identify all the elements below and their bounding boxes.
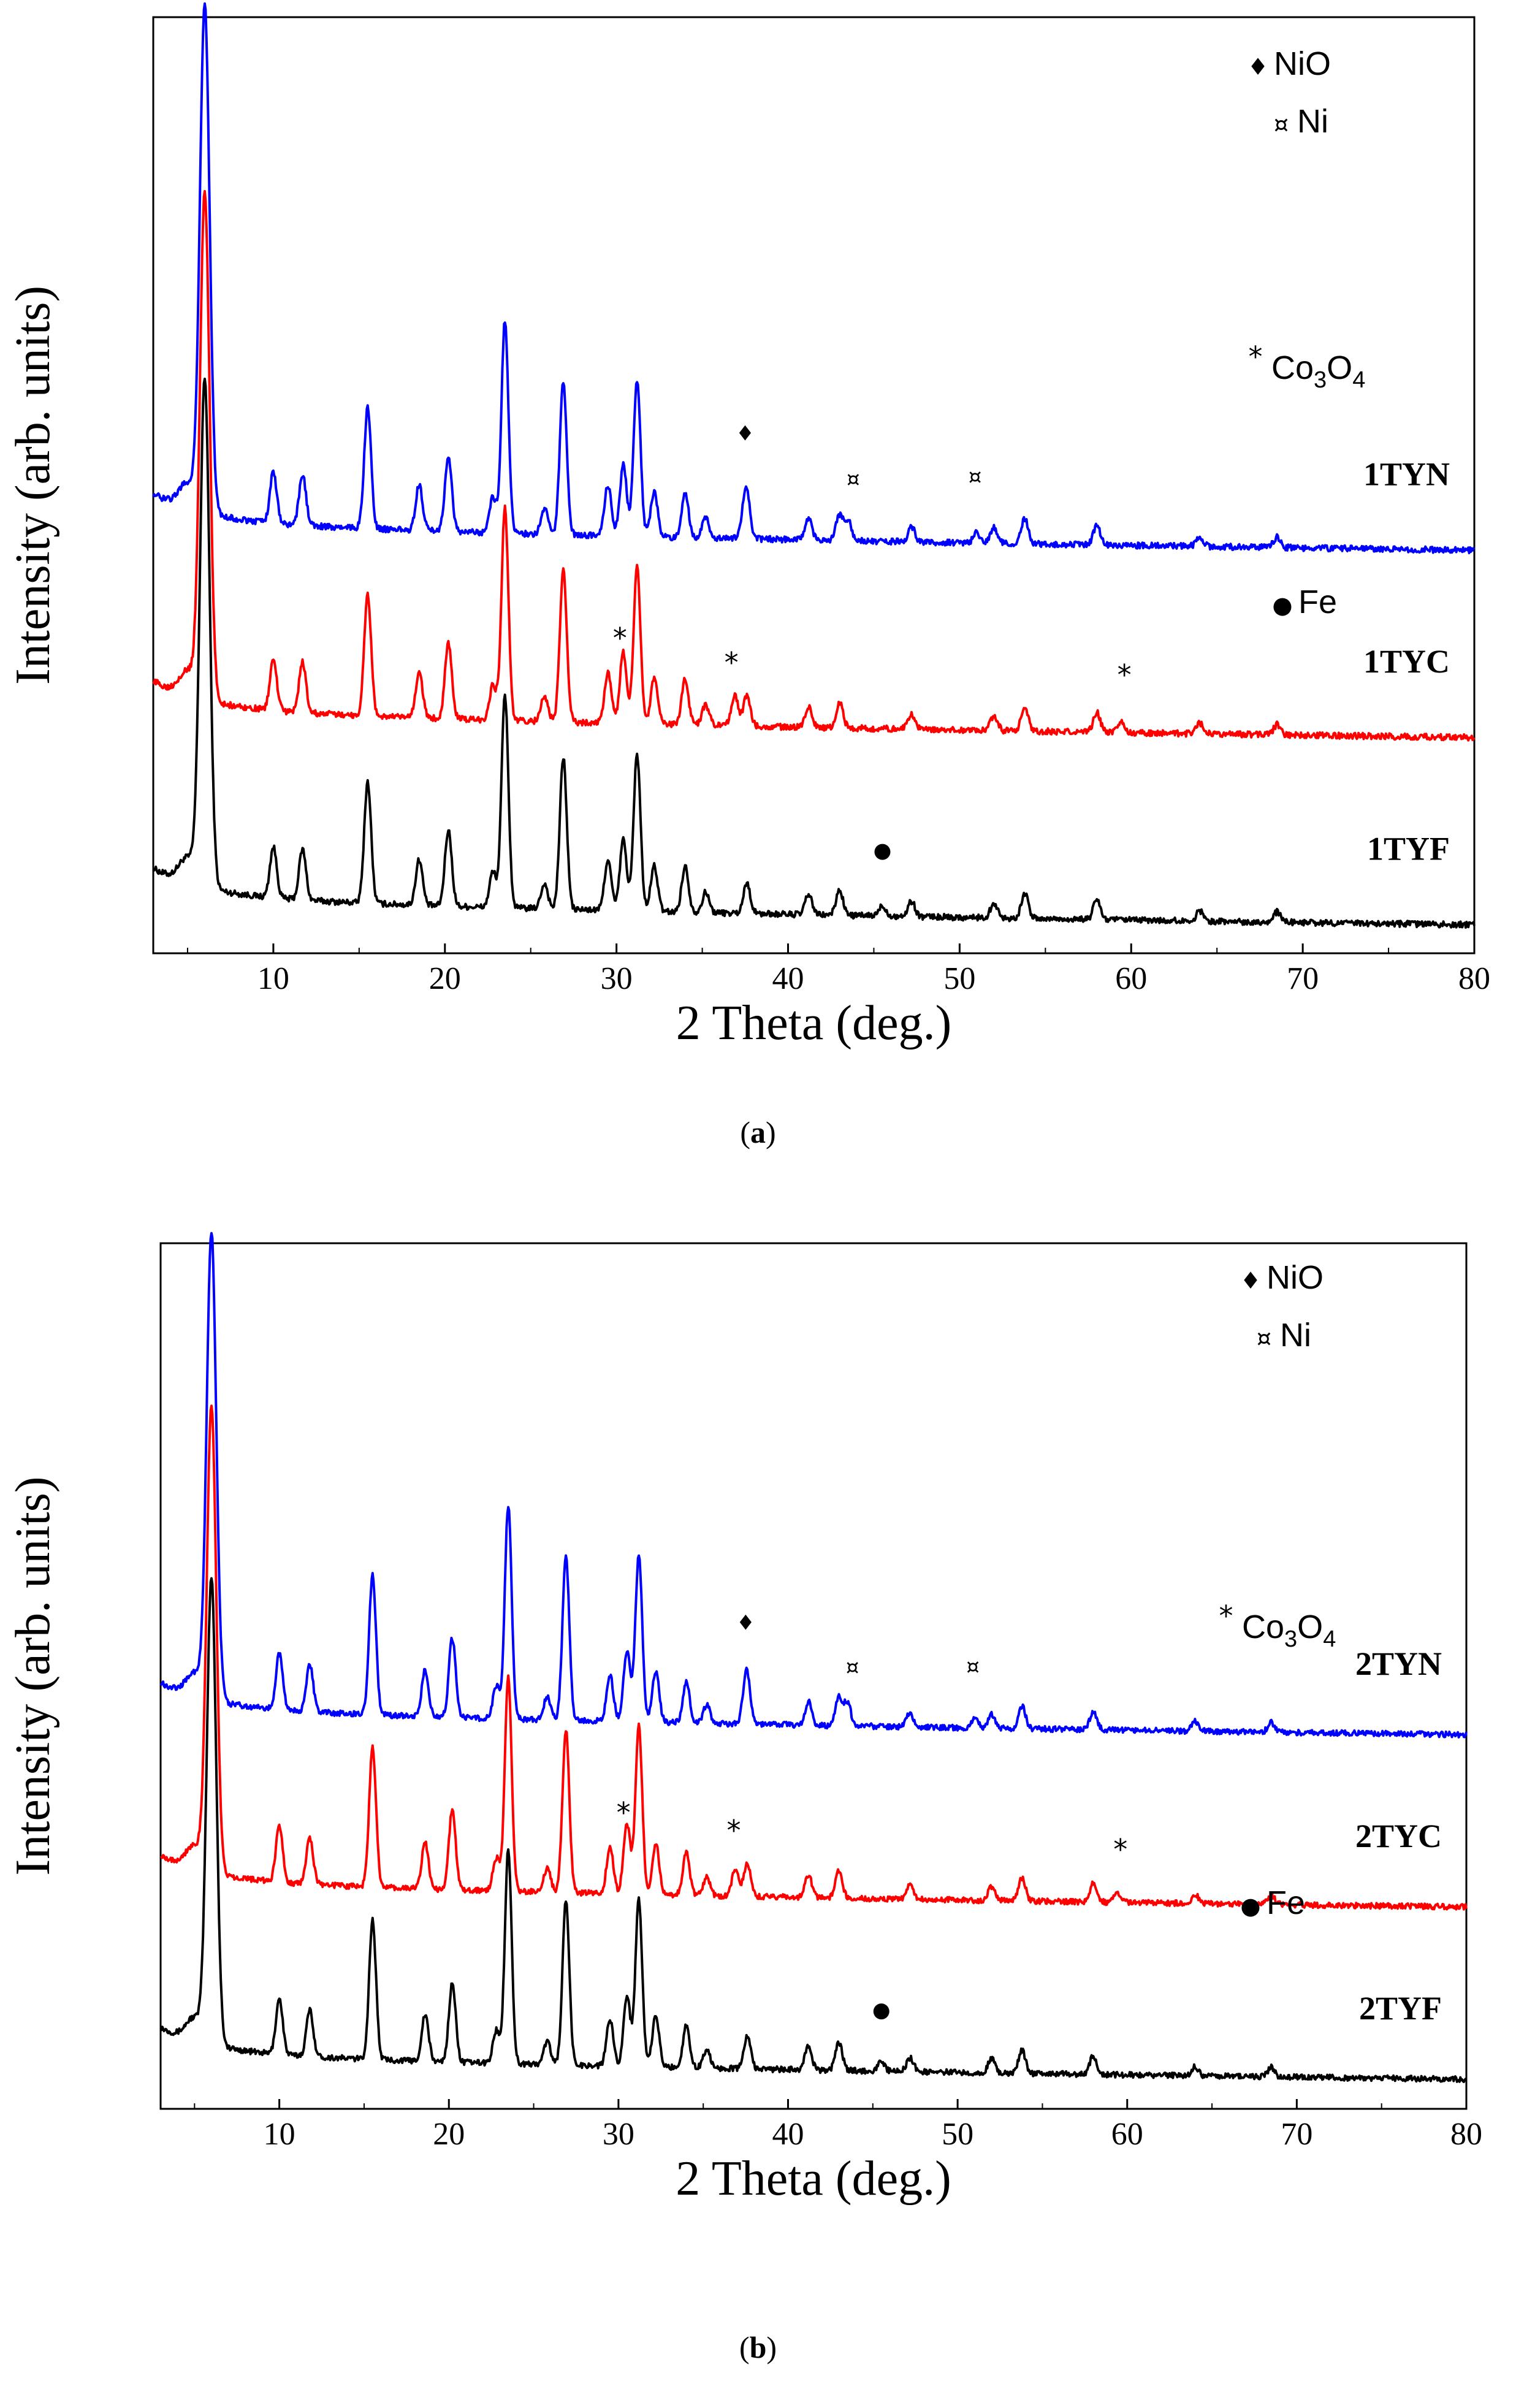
c1-legend-label: Ni [1280, 1317, 1311, 1354]
c0-peak-marker: * [725, 646, 739, 679]
c0-peak-marker: ¤ [847, 467, 860, 492]
c1-legend-fe: ● Fe [1240, 1884, 1305, 1921]
c0-peak-marker: ♦ [736, 422, 754, 446]
c1-x-tick-label: 80 [1450, 2117, 1482, 2152]
c0-series-label-1TYF: 1TYF [1367, 830, 1450, 867]
c1-series-line-2TYN [159, 1232, 1468, 1739]
c1-peak-marker: ¤ [966, 1655, 980, 1679]
c0-legend-symbol: ♦ [1247, 53, 1268, 80]
c1-x-tick-label: 40 [772, 2117, 804, 2152]
c0-x-tick-label: 60 [1115, 961, 1147, 996]
c0-legend-symbol: * [1249, 340, 1263, 373]
c1-peak-marker: * [726, 1814, 741, 1847]
c0-legend-nio: ♦ NiO [1247, 45, 1331, 82]
c0-legend-label: Co3O4 [1271, 349, 1365, 393]
chart-panel-b: 10 20 30 40 50 60 70 80 2 Theta (deg.) Intensity … [0, 1202, 1516, 2408]
c1-legend-label: Co3O4 [1242, 1609, 1336, 1652]
c1-x-tick-label: 20 [433, 2117, 465, 2152]
c0-peak-marker: ● [874, 838, 892, 863]
c0-x-tick-label: 40 [772, 961, 804, 996]
c1-series-label-2TYF: 2TYF [1359, 1990, 1442, 2027]
c1-plot-frame [159, 1242, 1468, 2110]
c1-x-tick-label: 50 [942, 2117, 973, 2152]
c0-x-tick-label: 30 [601, 961, 633, 996]
panel-caption-b: (b) [739, 2330, 777, 2364]
c0-series-label-1TYC: 1TYC [1363, 643, 1450, 680]
c1-legend-label: Fe [1267, 1884, 1305, 1921]
c1-x-tick-label: 30 [603, 2117, 634, 2152]
c0-series-label-1TYN: 1TYN [1363, 455, 1450, 492]
c0-series-line-1TYN [152, 2, 1476, 555]
c1-series-line-2TYC [160, 1404, 1468, 1911]
c1-x-tick-label: 70 [1281, 2117, 1312, 2152]
c1-legend-nio: ♦ NiO [1240, 1259, 1324, 1296]
c0-series-line-1TYC [152, 189, 1476, 742]
panel-label-b: b [749, 2330, 767, 2364]
c1-legend-co: * Co3O4 [1219, 1599, 1336, 1652]
c1-x-axis-label: 2 Theta (deg.) [676, 2152, 951, 2206]
c1-legend-symbol: * [1219, 1599, 1233, 1633]
xrd-chart-b: 10 20 30 40 50 60 70 80 2 Theta (deg.) Intensity … [6, 1232, 1482, 2206]
c0-peak-marker: ¤ [969, 465, 982, 489]
c0-peak-marker: * [1118, 658, 1132, 692]
c1-legend-ni: ¤ Ni [1257, 1317, 1311, 1354]
chart-panel-a: 10 20 30 40 50 60 70 80 2 Theta (deg.) Intensity … [0, 0, 1516, 1202]
c1-peak-marker: * [617, 1796, 631, 1829]
c0-legend-label: NiO [1274, 45, 1331, 82]
panel-label-a: a [750, 1115, 766, 1149]
c1-x-tick-label: 60 [1111, 2117, 1143, 2152]
c0-x-tick-label: 70 [1287, 961, 1319, 996]
c0-series-line-1TYF [152, 378, 1476, 929]
c1-peak-marker: * [1113, 1833, 1127, 1866]
c1-x-tick-label: 10 [264, 2117, 295, 2152]
c0-x-axis-label: 2 Theta (deg.) [676, 996, 951, 1050]
c0-x-tick-label: 80 [1458, 961, 1490, 996]
c0-x-tick-label: 20 [429, 961, 461, 996]
c0-legend-label: Fe [1298, 584, 1337, 620]
c0-legend-ni: ¤ Ni [1274, 103, 1328, 140]
c1-series-label-2TYC: 2TYC [1355, 1818, 1442, 1854]
c1-peak-marker: ● [872, 1998, 891, 2022]
c1-series-label-2TYN: 2TYN [1355, 1645, 1442, 1682]
c1-peak-marker: ♦ [736, 1610, 755, 1635]
c0-legend-symbol: ● [1272, 592, 1292, 619]
c1-legend-symbol: ¤ [1257, 1325, 1271, 1352]
c0-legend-symbol: ¤ [1274, 111, 1289, 138]
c0-x-tick-label: 50 [943, 961, 975, 996]
c1-series-line-2TYF [160, 1577, 1468, 2083]
panel-caption-a: (a) [740, 1115, 776, 1149]
c0-plot-frame [152, 16, 1476, 954]
xrd-chart-a: 10 20 30 40 50 60 70 80 2 Theta (deg.) Intensity … [6, 2, 1490, 1050]
c1-legend-symbol: ● [1240, 1892, 1260, 1919]
c0-legend-fe: ● Fe [1272, 584, 1337, 620]
c1-legend-symbol: ♦ [1240, 1267, 1261, 1294]
c1-legend-label: NiO [1267, 1259, 1324, 1296]
c0-x-tick-label: 10 [257, 961, 289, 996]
c0-legend-label: Ni [1297, 103, 1328, 140]
c0-peak-marker: * [613, 622, 627, 655]
c0-legend-co: * Co3O4 [1249, 340, 1366, 393]
c0-y-axis-label: Intensity (arb. units) [6, 286, 60, 685]
c1-peak-marker: ¤ [846, 1655, 859, 1680]
c1-y-axis-label: Intensity (arb. units) [6, 1477, 60, 1876]
